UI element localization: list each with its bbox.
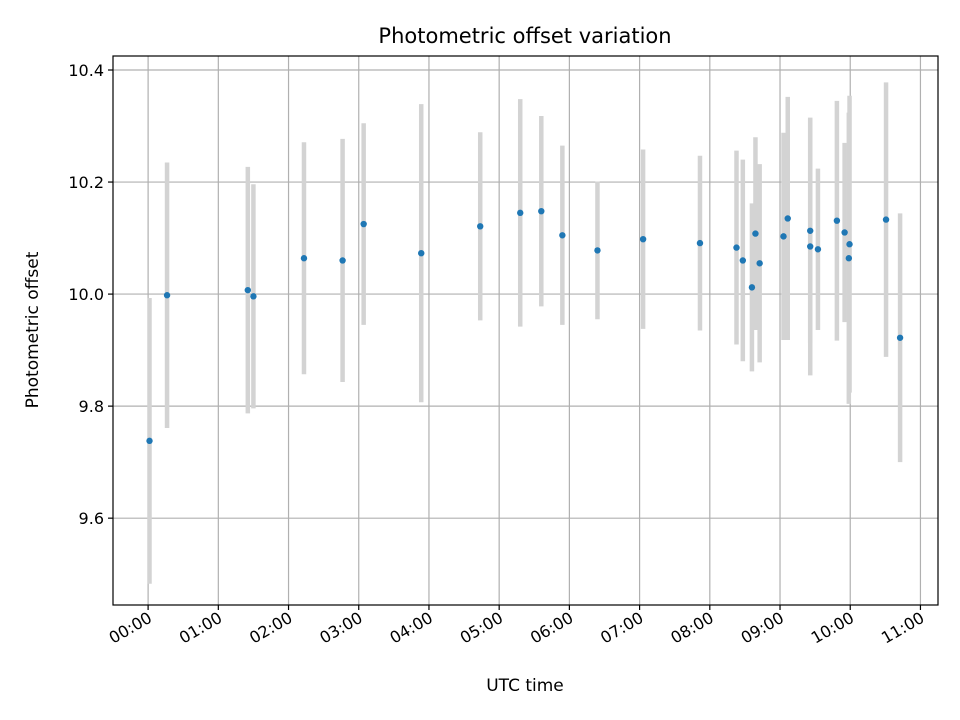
x-tick-label: 00:00 xyxy=(106,608,155,648)
data-point xyxy=(784,215,791,222)
data-point xyxy=(882,216,890,223)
data-point xyxy=(733,244,740,251)
x-tick-label: 03:00 xyxy=(316,608,365,648)
data-point xyxy=(477,223,484,230)
data-point xyxy=(748,284,756,291)
data-point xyxy=(845,255,853,262)
data-point xyxy=(780,233,787,240)
data-point xyxy=(814,246,822,253)
data-point xyxy=(696,239,704,247)
y-axis-ticks: 9.6 9.8 10.0 10.2 10.4 xyxy=(68,61,113,528)
x-tick-label: 10:00 xyxy=(808,608,857,648)
data-point xyxy=(244,286,252,294)
chart-title: Photometric offset variation xyxy=(378,24,671,48)
data-point xyxy=(517,209,524,217)
error-bars xyxy=(147,82,903,584)
x-tick-label: 06:00 xyxy=(527,608,576,648)
x-tick-label: 08:00 xyxy=(667,608,716,648)
data-point xyxy=(756,260,763,267)
data-point xyxy=(250,293,257,300)
y-tick-label: 9.6 xyxy=(79,509,104,528)
data-point xyxy=(841,229,848,236)
x-tick-label: 05:00 xyxy=(457,608,506,648)
y-tick-label: 10.2 xyxy=(68,173,104,192)
data-point xyxy=(163,292,171,299)
data-point xyxy=(807,243,814,250)
data-point xyxy=(807,227,814,234)
y-axis-label: Photometric offset xyxy=(23,251,43,408)
plot-frame xyxy=(112,55,939,606)
data-point xyxy=(639,235,647,243)
x-tick-label: 02:00 xyxy=(246,608,295,648)
x-axis-label: UTC time xyxy=(486,676,564,696)
data-point xyxy=(752,230,759,237)
data-point xyxy=(300,255,308,262)
data-point xyxy=(739,257,747,264)
x-tick-label: 11:00 xyxy=(878,608,927,648)
data-point xyxy=(846,241,853,248)
y-tick-label: 10.0 xyxy=(68,285,104,304)
data-point xyxy=(896,334,904,341)
data-point xyxy=(360,220,367,228)
data-points xyxy=(146,207,904,445)
data-point xyxy=(339,257,346,264)
y-tick-label: 10.4 xyxy=(68,61,104,80)
x-tick-label: 07:00 xyxy=(597,608,646,648)
data-point xyxy=(418,249,425,257)
x-tick-label: 09:00 xyxy=(738,608,787,648)
data-point xyxy=(833,217,841,224)
data-point xyxy=(146,437,153,445)
data-point xyxy=(538,207,545,215)
grid xyxy=(113,56,938,605)
x-tick-label: 01:00 xyxy=(176,608,225,648)
x-axis-ticks: 00:00 01:00 02:00 03:00 04:00 05:00 06:00 07:00… xyxy=(106,605,927,648)
data-point xyxy=(594,247,601,254)
data-point xyxy=(559,232,566,239)
x-tick-label: 04:00 xyxy=(387,608,436,648)
y-tick-label: 9.8 xyxy=(79,397,104,416)
